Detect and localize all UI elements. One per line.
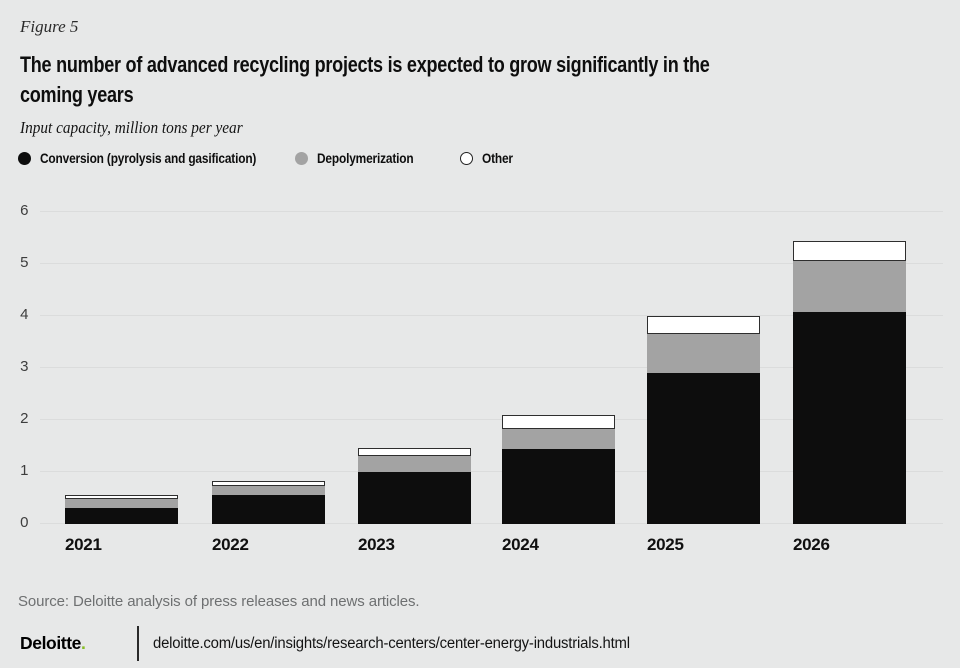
bar-segment	[647, 316, 760, 334]
bar-segment	[65, 508, 178, 524]
gridline	[40, 263, 943, 264]
legend-item-depolymerization: Depolymerization	[295, 150, 431, 166]
y-tick-label: 2	[20, 410, 28, 427]
y-tick-label: 6	[20, 202, 28, 219]
chart-subtitle: Input capacity, million tons per year	[20, 118, 243, 137]
bar-2025	[647, 316, 760, 524]
gridline	[40, 419, 943, 420]
gridline	[40, 367, 943, 368]
bar-segment	[647, 333, 760, 374]
bar-2023	[358, 448, 471, 524]
bar-segment	[358, 448, 471, 457]
y-tick-label: 1	[20, 462, 28, 479]
x-axis-label: 2021	[65, 535, 102, 554]
bar-segment	[358, 456, 471, 472]
x-axis-label: 2025	[647, 535, 684, 554]
bar-segment	[502, 448, 615, 524]
x-axis-label: 2024	[502, 535, 539, 554]
conversion-dot-icon	[18, 151, 31, 165]
bar-segment	[647, 373, 760, 524]
gridline	[40, 471, 943, 472]
footer-divider	[137, 626, 139, 661]
brand-text: Deloitte	[20, 633, 81, 653]
bar-segment	[212, 481, 325, 486]
gridline	[40, 315, 943, 316]
plot-area: 0 1 2 3 4 5 6	[0, 198, 960, 531]
y-tick-label: 4	[20, 306, 28, 323]
other-dot-icon	[460, 151, 473, 165]
legend-label: Conversion (pyrolysis and gasification)	[40, 150, 257, 166]
y-tick-label: 0	[20, 514, 28, 531]
bar-segment	[65, 499, 178, 509]
bar-segment	[358, 472, 471, 524]
bar-segment	[212, 485, 325, 496]
stacked-bar-chart: 0 1 2 3 4 5 6 2021 2022 2023 2024 2025 2026	[0, 198, 960, 570]
bar-2026	[793, 240, 906, 524]
bar-2022	[212, 481, 325, 524]
legend-label: Depolymerization	[317, 150, 414, 166]
bar-segment	[793, 261, 906, 313]
gridline	[40, 523, 943, 524]
bar-segment	[212, 495, 325, 524]
bar-segment	[793, 312, 906, 524]
x-axis-label: 2022	[212, 535, 249, 554]
bar-segment	[793, 240, 906, 262]
footer-url: deloitte.com/us/en/insights/research-cen…	[153, 635, 630, 652]
chart-title: The number of advanced recycling project…	[20, 52, 710, 107]
bar-2024	[502, 414, 615, 524]
x-axis-label: 2023	[358, 535, 395, 554]
figure-label: Figure 5	[20, 17, 79, 36]
depolymerization-dot-icon	[295, 151, 308, 165]
deloitte-logo: Deloitte.	[20, 633, 86, 654]
y-tick-label: 3	[20, 358, 28, 375]
chart-legend: Conversion (pyrolysis and gasification) …	[0, 150, 960, 168]
footer-brand-row: Deloitte. deloitte.com/us/en/insights/re…	[0, 625, 960, 662]
bar-2021	[65, 495, 178, 524]
legend-item-conversion: Conversion (pyrolysis and gasification)	[18, 150, 294, 166]
gridline	[40, 211, 943, 212]
y-tick-label: 5	[20, 254, 28, 271]
bar-segment	[502, 428, 615, 449]
bar-segment	[65, 495, 178, 500]
source-note: Source: Deloitte analysis of press relea…	[18, 593, 420, 610]
brand-green-period: .	[80, 633, 86, 653]
bar-segment	[502, 414, 615, 429]
x-axis-label: 2026	[793, 535, 830, 554]
legend-label: Other	[482, 150, 513, 166]
legend-item-other: Other	[460, 150, 518, 166]
